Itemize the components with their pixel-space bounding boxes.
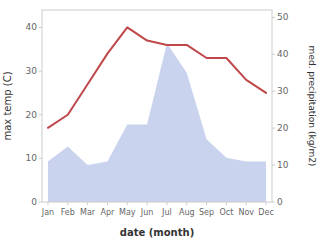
y-tick (39, 202, 42, 203)
x-tick (107, 202, 108, 205)
y2-tick (272, 165, 275, 166)
y-tick-label: 0 (31, 197, 37, 207)
x-tick (226, 202, 227, 205)
x-tick-label: Aug (179, 208, 195, 217)
y-tick (39, 114, 42, 115)
y2-tick-label: 10 (277, 160, 289, 170)
x-tick-label: Nov (238, 208, 254, 217)
y2-tick-label: 50 (277, 12, 289, 22)
y-tick (39, 71, 42, 72)
y2-tick (272, 202, 275, 203)
x-tick (166, 202, 167, 205)
x-tick (127, 202, 128, 205)
y-tick (39, 27, 42, 28)
y-tick-label: 10 (26, 153, 38, 163)
x-tick-label: Jan (41, 208, 54, 217)
x-tick-label: Mar (80, 208, 96, 217)
x-tick (87, 202, 88, 205)
y2-tick-label: 0 (277, 197, 283, 207)
x-tick-label: Dec (258, 208, 273, 217)
y2-tick-label: 40 (277, 49, 289, 59)
x-axis-label: date (month) (120, 227, 194, 238)
x-tick-label: Apr (101, 208, 116, 217)
x-tick-label: Oct (219, 208, 233, 217)
y-tick (39, 158, 42, 159)
x-tick-label: Jun (140, 208, 154, 217)
y-tick-label: 30 (26, 66, 38, 76)
y-tick-label: 40 (26, 22, 38, 32)
x-tick (206, 202, 207, 205)
y2-tick (272, 91, 275, 92)
y2-tick-label: 20 (277, 123, 289, 133)
x-tick (246, 202, 247, 205)
x-tick (67, 202, 68, 205)
plot-frame (42, 10, 272, 202)
y2-tick (272, 54, 275, 55)
x-tick (147, 202, 148, 205)
x-tick (47, 202, 48, 205)
x-tick-label: Sep (199, 208, 214, 217)
y2-tick (272, 17, 275, 18)
y-axis-label: max temp (C) (2, 71, 13, 140)
plot-area (48, 27, 266, 202)
line (48, 27, 266, 127)
y2-tick-label: 30 (277, 86, 289, 96)
y2-axis-label: med. precipitation (kg/m2) (307, 46, 317, 167)
y-tick-label: 20 (26, 110, 38, 120)
x-tick-label: Jul (161, 208, 172, 217)
chart: 0 10 20 30 40 0 10 20 30 40 50 Jan Feb Mar AprMay Jun Ju… (0, 0, 318, 242)
x-tick (266, 202, 267, 205)
y2-tick (272, 128, 275, 129)
x-tick (186, 202, 187, 205)
x-tick-label: Feb (61, 208, 75, 217)
x-tick-label: May (119, 208, 136, 217)
